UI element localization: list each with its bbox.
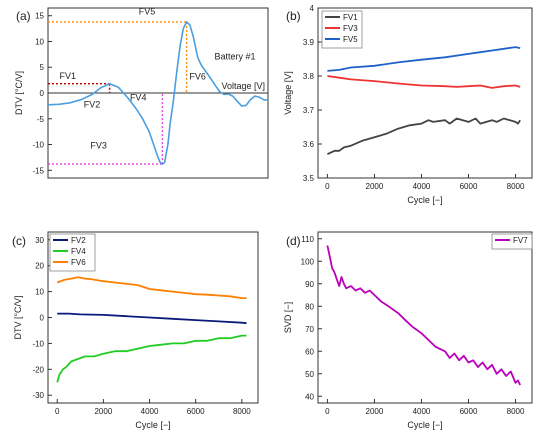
panel-d-ytick-label: 40 <box>305 392 314 401</box>
panel-b-legend-label: FV5 <box>343 35 358 44</box>
panel-a-fv4-label: FV4 <box>130 93 147 103</box>
panel-d-xtick-label: 8000 <box>507 407 525 416</box>
panel-c-series-fv2 <box>57 312 247 325</box>
panel-a-xlabel: Voltage [V] <box>221 81 265 91</box>
panel-d-ytick-label: 90 <box>305 280 314 289</box>
panel-c-ylabel: DTV [°C/V] <box>13 295 23 339</box>
panel-a-ylabel: DTV [°C/V] <box>14 71 24 115</box>
panel-d-ytick-label: 110 <box>301 235 314 244</box>
panel-c-ytick-label: 0 <box>40 314 45 323</box>
panel-b-xtick-label: 8000 <box>507 182 525 191</box>
panel-c-legend-label: FV4 <box>71 247 86 256</box>
panel-c-xtick-label: 6000 <box>187 407 205 416</box>
panel-a-ytick-label: 10 <box>35 37 44 46</box>
panel-b-ytick-label: 4 <box>310 4 315 13</box>
panel-d-label: (d) <box>286 234 301 248</box>
panel-c-legend-label: FV6 <box>71 258 86 267</box>
panel-d-ylabel: SVD [−] <box>283 302 293 333</box>
panel-a-ytick-label: 5 <box>40 63 45 72</box>
panel-c-series-fv4 <box>56 334 247 383</box>
panel-c-xtick-label: 4000 <box>141 407 159 416</box>
panel-a-ytick-label: -10 <box>32 141 44 150</box>
panel-d-xlabel: Cycle [−] <box>407 420 442 430</box>
panel-b-xtick-label: 4000 <box>413 182 431 191</box>
panel-b-label: (b) <box>286 9 301 23</box>
panel-b-series-fv3 <box>327 75 521 89</box>
panel-c-xtick-label: 0 <box>55 407 60 416</box>
panel-d-xtick-label: 4000 <box>413 407 431 416</box>
panel-b-legend-label: FV3 <box>343 24 358 33</box>
panel-b-ytick-label: 3.6 <box>303 140 315 149</box>
panel-d-ytick-label: 50 <box>305 370 314 379</box>
panel-a-label: (a) <box>16 9 31 23</box>
panel-c-xtick-label: 2000 <box>94 407 112 416</box>
panel-b-ylabel: Voltage [V] <box>283 71 293 115</box>
panel-b-ytick-label: 3.8 <box>303 72 315 81</box>
panel-a-annotation: Battery #1 <box>214 52 255 62</box>
panel-a-fv5-label: FV5 <box>139 7 156 17</box>
panel-b-frame <box>317 7 533 179</box>
panel-c-label: (c) <box>12 234 26 248</box>
panel-b-ytick-label: 3.7 <box>303 106 315 115</box>
panel-a-ytick-label: -15 <box>32 166 44 175</box>
panel-c-ytick-label: 20 <box>35 262 44 271</box>
panel-c-legend-label: FV2 <box>71 236 86 245</box>
panel-b-xtick-label: 6000 <box>460 182 478 191</box>
panel-b-xtick-label: 2000 <box>366 182 384 191</box>
panel-d-legend-label: FV7 <box>513 236 528 245</box>
panel-c-ytick-label: 30 <box>35 236 44 245</box>
panel-a-ytick-label: -5 <box>37 115 45 124</box>
panel-d-xtick-label: 6000 <box>460 407 478 416</box>
panel-d-xtick-label: 0 <box>325 407 330 416</box>
panel-b-xlabel: Cycle [−] <box>407 195 442 205</box>
panel-b-legend-label: FV1 <box>343 13 358 22</box>
panel-a-fv1-label: FV1 <box>60 71 77 81</box>
panel-d-ytick-label: 80 <box>305 302 314 311</box>
panel-b-xtick-label: 0 <box>325 182 330 191</box>
panel-a-ytick-label: 0 <box>40 89 45 98</box>
panel-c-ytick-label: -20 <box>32 365 44 374</box>
panel-b-ytick-label: 3.9 <box>303 38 315 47</box>
panel-b-ytick-label: 3.5 <box>303 174 315 183</box>
panel-b-series-fv1 <box>327 117 521 156</box>
panel-c-series-fv6 <box>56 276 247 300</box>
panel-c-xlabel: Cycle [−] <box>135 420 170 430</box>
panel-d-series-fv7 <box>326 245 522 386</box>
panel-d-ytick-label: 70 <box>305 325 314 334</box>
panel-c-xtick-label: 8000 <box>233 407 251 416</box>
panel-d-frame <box>317 231 533 404</box>
panel-c-ytick-label: 10 <box>35 288 44 297</box>
panel-a-curve <box>47 21 269 165</box>
panel-b-series-fv5 <box>327 46 521 72</box>
panel-d-ytick-label: 60 <box>305 347 314 356</box>
panel-a-ytick-label: 15 <box>35 12 44 21</box>
panel-d-xtick-label: 2000 <box>366 407 384 416</box>
panel-d-legend-box <box>491 233 533 250</box>
panel-d-ytick-label: 100 <box>301 257 315 266</box>
panel-a-fv2-label: FV2 <box>84 99 101 109</box>
panel-a-fv3-label: FV3 <box>90 141 107 151</box>
panel-c-ytick-label: -10 <box>32 339 44 348</box>
panel-a-fv6-label: FV6 <box>189 72 206 82</box>
panel-c-ytick-label: -30 <box>32 391 44 400</box>
